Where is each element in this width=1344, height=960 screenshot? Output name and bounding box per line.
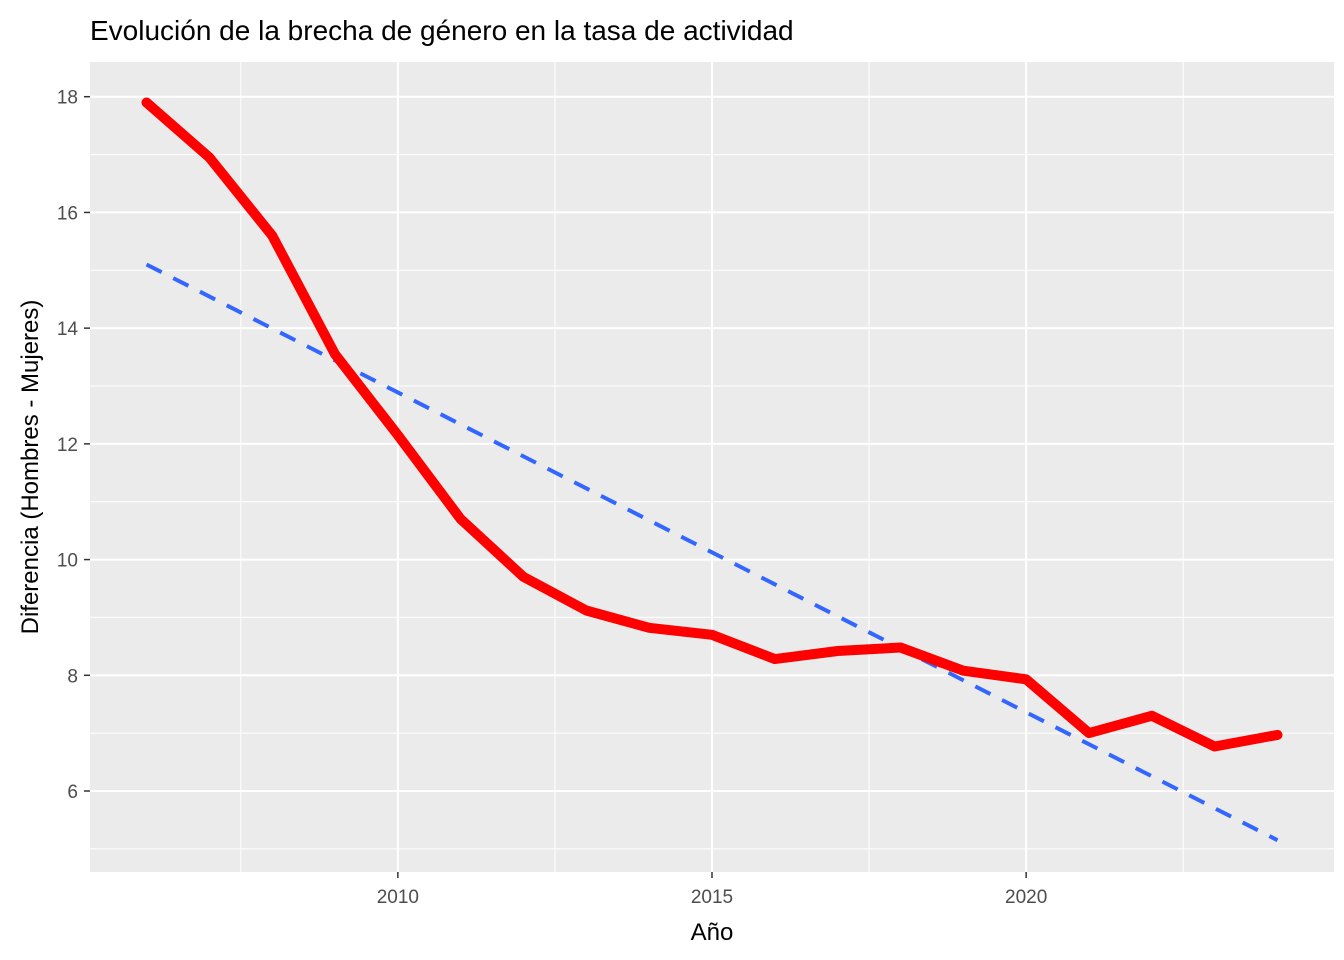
- chart-title: Evolución de la brecha de género en la t…: [90, 15, 794, 46]
- x-tick-label: 2015: [691, 887, 733, 908]
- x-tick-label: 2020: [1005, 887, 1047, 908]
- y-tick-label: 6: [67, 782, 78, 803]
- series-layer: [141, 97, 1283, 842]
- axis-ticks: 2010 2015 2020 6 8 10 12 14 16 18: [57, 88, 1047, 908]
- x-tick-label: 2010: [377, 887, 419, 908]
- data-line: [141, 97, 1283, 752]
- y-tick-label: 10: [57, 551, 78, 572]
- y-tick-label: 16: [57, 203, 78, 224]
- major-gridlines: [90, 62, 1334, 872]
- y-axis-title: Diferencia (Hombres - Mujeres): [17, 300, 44, 635]
- y-tick-label: 14: [57, 319, 79, 340]
- y-tick-label: 18: [57, 88, 78, 109]
- y-tick-label: 12: [57, 435, 78, 456]
- y-tick-label: 8: [67, 666, 78, 687]
- x-axis-title: Año: [691, 919, 734, 946]
